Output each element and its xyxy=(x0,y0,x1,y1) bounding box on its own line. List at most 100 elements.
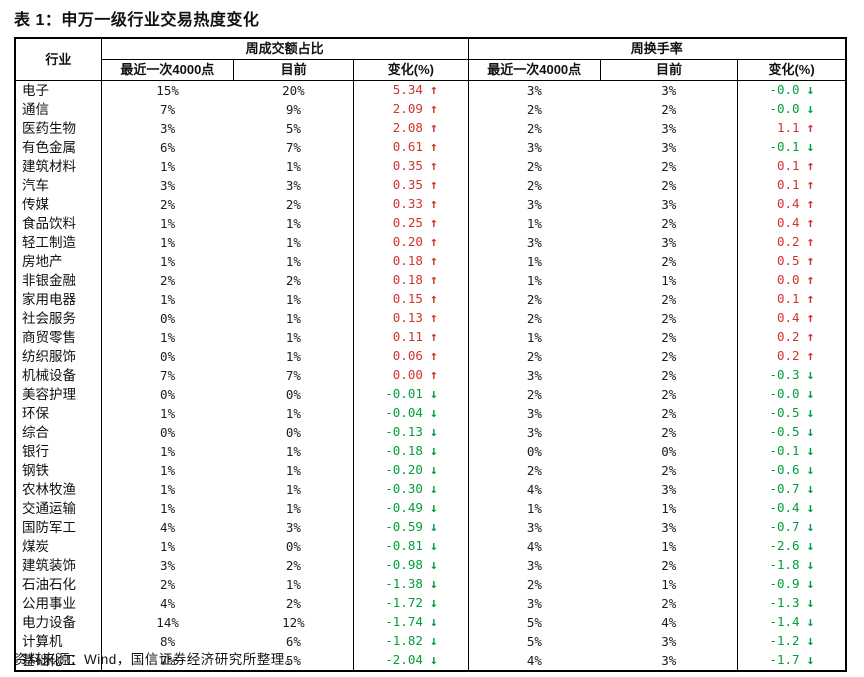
table-row: 银行 1% 1% -0.18 ↓ 0% 0% -0.1 ↓ xyxy=(15,442,846,461)
vol-current-cell: 0% xyxy=(285,386,301,402)
trend-arrow-icon: ↓ xyxy=(429,539,438,554)
vol-change-cell: 2.08 ↑ xyxy=(353,119,469,138)
trend-arrow-icon: ↑ xyxy=(429,368,438,383)
turnover-change-cell: 0.2 ↑ xyxy=(737,233,846,252)
turnover-change-cell: -0.0 ↓ xyxy=(737,100,846,119)
trend-arrow-icon: ↓ xyxy=(806,83,815,98)
trend-arrow-icon: ↑ xyxy=(429,292,438,307)
turnover-current-cell: 2% xyxy=(661,215,677,231)
vol-change-value: 0.35 xyxy=(392,158,423,173)
table-row: 基础化工 7% 5% -2.04 ↓ 4% 3% -1.7 ↓ xyxy=(15,651,846,671)
trend-arrow-icon: ↓ xyxy=(429,520,438,535)
source-note: 资料来源：Wind，国信证券经济研究所整理。 xyxy=(14,652,299,667)
vol-change-cell: 0.33 ↑ xyxy=(353,195,469,214)
turnover-change-value: -0.1 xyxy=(769,139,800,154)
industry-cell: 煤炭 xyxy=(15,537,102,556)
vol-change-value: -0.59 xyxy=(385,519,423,534)
trend-arrow-icon: ↓ xyxy=(806,140,815,155)
vol-change-cell: 0.15 ↑ xyxy=(353,290,469,309)
trend-arrow-icon: ↑ xyxy=(429,83,438,98)
trend-arrow-icon: ↓ xyxy=(806,577,815,592)
trend-arrow-icon: ↑ xyxy=(806,292,815,307)
turnover-last4000-cell: 2% xyxy=(526,576,542,592)
industry-cell: 公用事业 xyxy=(15,594,102,613)
turnover-last4000-cell: 1% xyxy=(526,500,542,516)
turnover-change-value: -0.1 xyxy=(769,443,800,458)
table-row: 公用事业 4% 2% -1.72 ↓ 3% 2% -1.3 ↓ xyxy=(15,594,846,613)
vol-current-cell: 1% xyxy=(285,215,301,231)
vol-current-cell: 2% xyxy=(285,196,301,212)
vol-change-cell: -0.49 ↓ xyxy=(353,499,469,518)
industry-cell: 轻工制造 xyxy=(15,233,102,252)
turnover-change-value: 0.1 xyxy=(777,158,800,173)
vol-change-value: -1.82 xyxy=(385,633,423,648)
turnover-last4000-cell: 5% xyxy=(526,614,542,630)
vol-current-cell: 1% xyxy=(285,500,301,516)
turnover-change-value: 1.1 xyxy=(777,120,800,135)
industry-cell: 电子 xyxy=(15,80,102,100)
trend-arrow-icon: ↓ xyxy=(806,102,815,117)
table-row: 非银金融 2% 2% 0.18 ↑ 1% 1% 0.0 ↑ xyxy=(15,271,846,290)
vol-last4000-cell: 0% xyxy=(160,310,176,326)
vol-last4000-cell: 1% xyxy=(160,462,176,478)
vol-current-cell: 0% xyxy=(285,538,301,554)
turnover-current-cell: 2% xyxy=(661,253,677,269)
turnover-last4000-cell: 3% xyxy=(526,424,542,440)
table-row: 房地产 1% 1% 0.18 ↑ 1% 2% 0.5 ↑ xyxy=(15,252,846,271)
vol-change-value: 5.34 xyxy=(392,82,423,97)
vol-change-cell: -1.74 ↓ xyxy=(353,613,469,632)
vol-current-cell: 7% xyxy=(285,367,301,383)
trend-arrow-icon: ↓ xyxy=(429,425,438,440)
vol-last4000-cell: 1% xyxy=(160,291,176,307)
vol-last4000-cell: 1% xyxy=(160,405,176,421)
turnover-last4000-cell: 2% xyxy=(526,348,542,364)
vol-current-cell: 1% xyxy=(285,329,301,345)
turnover-current-cell: 1% xyxy=(661,500,677,516)
turnover-last4000-cell: 4% xyxy=(526,481,542,497)
turnover-current-cell: 2% xyxy=(661,557,677,573)
trend-arrow-icon: ↓ xyxy=(429,577,438,592)
turnover-last4000-cell: 3% xyxy=(526,196,542,212)
turnover-change-value: -0.0 xyxy=(769,82,800,97)
industry-cell: 电力设备 xyxy=(15,613,102,632)
turnover-current-cell: 2% xyxy=(661,424,677,440)
turnover-change-value: 0.5 xyxy=(777,253,800,268)
turnover-last4000-cell: 3% xyxy=(526,234,542,250)
turnover-last4000-cell: 2% xyxy=(526,310,542,326)
vol-change-cell: 0.61 ↑ xyxy=(353,138,469,157)
trend-arrow-icon: ↓ xyxy=(806,501,815,516)
trend-arrow-icon: ↓ xyxy=(429,444,438,459)
industry-cell: 钢铁 xyxy=(15,461,102,480)
trend-arrow-icon: ↓ xyxy=(429,653,438,668)
turnover-change-cell: -0.1 ↓ xyxy=(737,138,846,157)
vol-current-cell: 7% xyxy=(285,139,301,155)
vol-change-cell: -0.81 ↓ xyxy=(353,537,469,556)
trend-arrow-icon: ↓ xyxy=(806,463,815,478)
turnover-change-cell: -1.7 ↓ xyxy=(737,651,846,671)
table-body: 电子 15% 20% 5.34 ↑ 3% 3% -0.0 ↓ 通信 7% 9% 2.… xyxy=(15,80,846,671)
industry-heat-table: 行业 周成交额占比 周换手率 最近一次4000点 目前 变化(%) 最近一次40… xyxy=(14,37,847,672)
industry-cell: 社会服务 xyxy=(15,309,102,328)
trend-arrow-icon: ↓ xyxy=(806,425,815,440)
vol-change-value: -1.74 xyxy=(385,614,423,629)
vol-change-value: 0.15 xyxy=(392,291,423,306)
vol-change-value: -1.38 xyxy=(385,576,423,591)
vol-last4000-cell: 4% xyxy=(160,519,176,535)
turnover-change-value: -1.4 xyxy=(769,614,800,629)
turnover-change-value: -0.5 xyxy=(769,405,800,420)
vol-change-cell: -0.01 ↓ xyxy=(353,385,469,404)
table-row: 环保 1% 1% -0.04 ↓ 3% 2% -0.5 ↓ xyxy=(15,404,846,423)
turnover-current-cell: 3% xyxy=(661,633,677,649)
vol-last4000-cell: 1% xyxy=(160,481,176,497)
vol-last4000-cell: 3% xyxy=(160,557,176,573)
vol-change-cell: 0.06 ↑ xyxy=(353,347,469,366)
turnover-change-value: 0.4 xyxy=(777,196,800,211)
turnover-change-cell: -0.9 ↓ xyxy=(737,575,846,594)
trend-arrow-icon: ↑ xyxy=(429,121,438,136)
turnover-last4000-cell: 4% xyxy=(526,652,542,668)
trend-arrow-icon: ↑ xyxy=(429,311,438,326)
turnover-last4000-cell: 1% xyxy=(526,329,542,345)
vol-change-value: 2.08 xyxy=(392,120,423,135)
trend-arrow-icon: ↑ xyxy=(429,102,438,117)
turnover-change-cell: -1.3 ↓ xyxy=(737,594,846,613)
